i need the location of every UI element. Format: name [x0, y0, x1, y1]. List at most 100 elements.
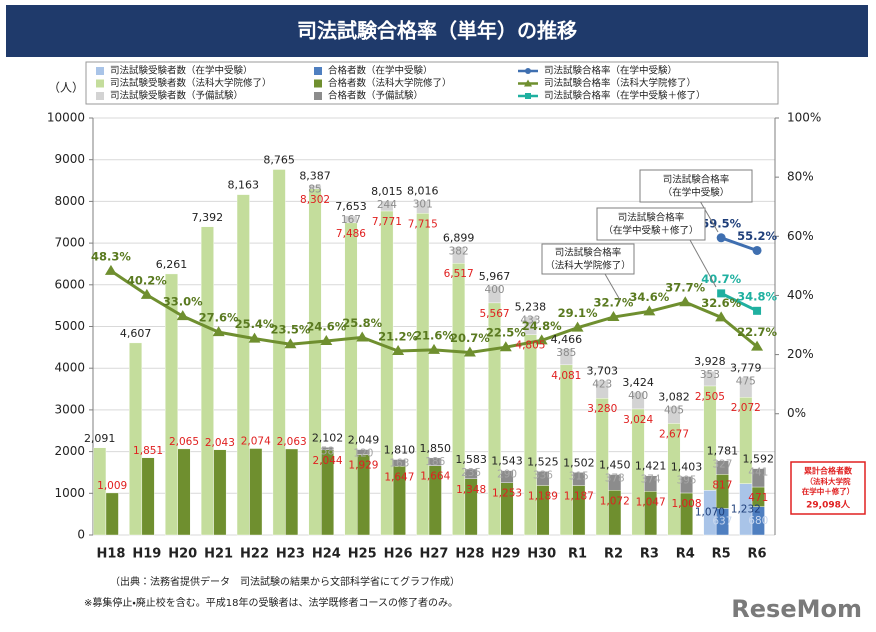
data-label: 637 [712, 516, 732, 528]
data-label: 1,851 [133, 445, 163, 457]
line-label: 33.0% [163, 295, 203, 309]
line [720, 292, 758, 313]
bar [321, 447, 335, 450]
bar [249, 448, 263, 536]
line-label: 25.8% [342, 316, 382, 330]
callout-text: 司法試験合格率 [663, 174, 730, 186]
legend-swatch [314, 67, 322, 75]
bar [751, 468, 765, 488]
y-tick-label: 7000 [54, 236, 85, 250]
data-label: 475 [736, 375, 756, 387]
data-label: 3,703 [586, 365, 618, 378]
x-tick-label: R2 [604, 547, 623, 562]
data-label: 374 [641, 474, 661, 486]
legend-marker [524, 79, 532, 87]
callout: 司法試験合格率 （在学中受験） [639, 169, 753, 233]
bar [703, 371, 717, 387]
x-tick-label: H18 [96, 547, 125, 562]
line-label: 40.2% [127, 273, 167, 287]
data-label: 235 [461, 467, 481, 479]
data-label: 1,189 [528, 490, 558, 502]
bar [285, 448, 299, 536]
marker [643, 305, 656, 316]
data-label: 1,543 [491, 455, 523, 468]
y2-tick-label: 100% [787, 111, 821, 125]
line-label: 22.7% [737, 325, 777, 339]
bar [177, 448, 191, 536]
data-label: 385 [556, 347, 576, 359]
marker [717, 289, 726, 298]
data-label: 85 [308, 183, 321, 195]
legend-box [85, 61, 779, 105]
bar [272, 169, 286, 536]
data-label: 58 [321, 445, 334, 457]
data-label: 2,044 [313, 455, 343, 467]
data-label: 1,810 [384, 444, 416, 457]
data-label: 2,063 [277, 436, 307, 448]
data-label: 4,805 [515, 340, 545, 352]
data-label: 4,466 [551, 333, 583, 346]
data-label: 5,567 [480, 308, 510, 320]
marker [176, 310, 189, 321]
x-tick-label: H20 [168, 547, 197, 562]
data-label: 1,187 [564, 491, 594, 503]
legend-marker [525, 68, 531, 74]
line-label: 23.5% [270, 323, 310, 337]
callout-text: （法科大学院修了） [545, 260, 631, 272]
line-label: 21.6% [414, 328, 454, 342]
bar [452, 247, 466, 264]
bar [380, 210, 394, 536]
logo: ReseMom [731, 595, 862, 623]
data-label: 817 [712, 479, 732, 491]
data-label: 186 [425, 456, 445, 468]
legend-label: 司法試験合格率（在学中受験＋修了） [544, 90, 706, 102]
data-label: 400 [628, 390, 648, 402]
data-label: 1,008 [671, 498, 701, 510]
legend-label: 司法試験受験者数（予備試験） [110, 90, 243, 102]
x-tick-label: R6 [748, 547, 767, 562]
data-label: 315 [569, 470, 589, 482]
y2-tick-label: 20% [787, 347, 814, 361]
y2-tick-label: 80% [787, 170, 814, 184]
x-tick-label: H28 [455, 547, 484, 562]
bar [667, 406, 681, 424]
marker [212, 326, 225, 337]
y-tick-label: 0 [77, 528, 85, 542]
callout-text: 司法試験合格率 [555, 247, 622, 259]
marker [104, 264, 117, 275]
y-tick-label: 2000 [54, 444, 85, 458]
marker [716, 233, 726, 243]
bar [129, 342, 143, 536]
bar [308, 185, 322, 190]
x-tick-label: H24 [312, 547, 341, 562]
data-label: 2,049 [348, 434, 380, 447]
data-label: 4,607 [120, 327, 152, 340]
data-label: 2,091 [84, 432, 116, 445]
callout-text: （在学中受験＋修了） [603, 225, 698, 237]
callout-box [639, 169, 753, 203]
footnote: ※募集停止・廃止校を含む。平成18年の受験者は、法学既修者コースの修了者のみ。 [84, 596, 458, 609]
marker [356, 331, 369, 342]
y2-tick-label: 0% [787, 406, 806, 420]
y2-tick-label: 40% [787, 288, 814, 302]
marker [753, 306, 762, 315]
data-label: 2,074 [241, 436, 271, 448]
bar [236, 194, 250, 536]
bar [416, 213, 430, 536]
line-label: 34.8% [737, 289, 777, 303]
x-tick-label: H22 [240, 547, 269, 562]
legend-swatch [314, 79, 322, 88]
legend-label: 司法試験受験者数（法科大学院修了） [110, 77, 272, 89]
legend-swatch [314, 92, 322, 100]
data-label: 8,387 [299, 169, 331, 182]
x-tick-label: H19 [132, 547, 161, 562]
line [720, 236, 758, 252]
data-label: 1,583 [455, 453, 487, 466]
callout-pointer [699, 200, 719, 233]
data-label: 1,850 [420, 442, 452, 455]
legend-label: 合格者数（法科大学院修了） [328, 77, 452, 89]
data-label: 1,253 [492, 488, 522, 500]
line-label: 59.5% [701, 216, 741, 230]
y-tick-label: 3000 [54, 402, 85, 416]
marker [607, 311, 620, 322]
